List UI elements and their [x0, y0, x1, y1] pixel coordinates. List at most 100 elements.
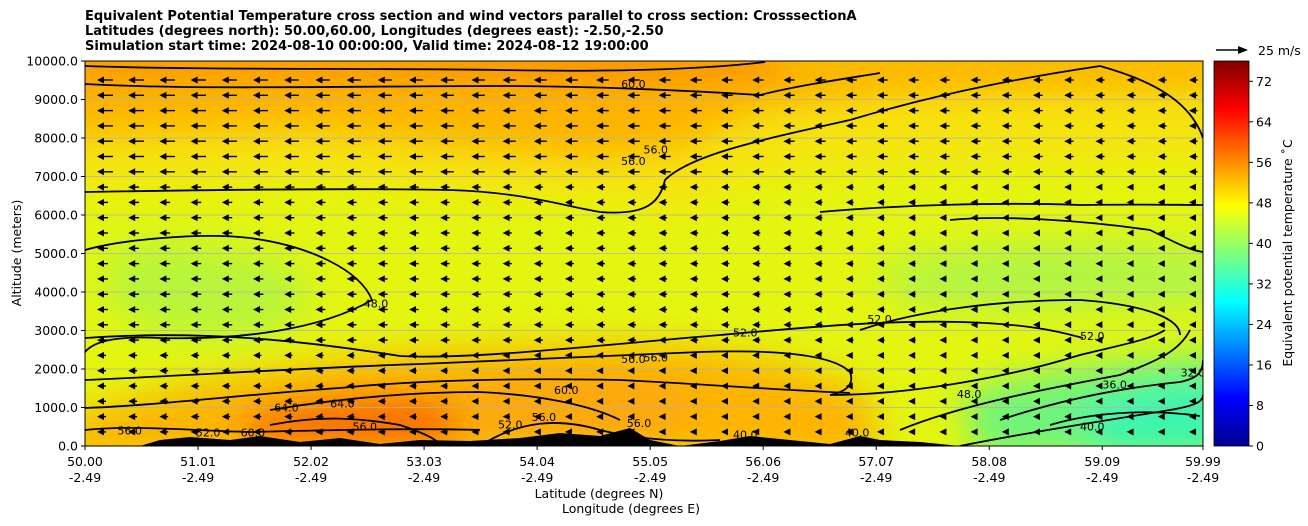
wind-vector — [1189, 336, 1196, 344]
wind-vector — [190, 91, 206, 99]
wind-vector — [596, 183, 605, 191]
y-tick-label: 10000.0 — [26, 54, 78, 69]
wind-vector — [1189, 214, 1196, 222]
wind-vector — [845, 397, 853, 405]
wind-vector — [1157, 275, 1165, 283]
wind-vector — [689, 76, 702, 84]
wind-vector — [658, 382, 666, 390]
wind-vector — [1126, 397, 1134, 405]
wind-vector — [565, 214, 574, 222]
x-tick-label-lat: 54.04 — [519, 454, 555, 469]
wind-vector — [253, 260, 264, 268]
wind-vector — [221, 382, 231, 390]
wind-vector — [1126, 413, 1134, 421]
wind-vector — [1126, 183, 1134, 191]
contour-44-right — [949, 217, 1203, 253]
wind-vector — [128, 397, 138, 405]
wind-vector — [190, 137, 206, 145]
wind-vector — [409, 306, 419, 313]
wind-vector — [689, 137, 702, 145]
wind-vector — [440, 168, 454, 176]
wind-vector — [1157, 244, 1165, 252]
wind-vector — [752, 153, 764, 160]
contour-44-low — [899, 329, 1191, 431]
wind-vector — [502, 382, 510, 390]
wind-vector — [1001, 351, 1009, 359]
wind-vector — [502, 107, 516, 115]
wind-vector — [939, 321, 947, 329]
wind-vector — [1126, 122, 1136, 130]
wind-vector — [471, 183, 481, 191]
chart-title-line-1: Equivalent Potential Temperature cross s… — [85, 9, 857, 24]
wind-vector — [814, 214, 823, 222]
wind-vector — [752, 198, 761, 206]
wind-vector — [471, 397, 479, 405]
wind-vector — [845, 336, 854, 344]
wind-vector — [908, 321, 916, 329]
wind-vector — [1189, 367, 1196, 375]
wind-vector — [752, 107, 764, 115]
wind-vector — [190, 336, 202, 344]
wind-vector — [284, 137, 299, 145]
wind-vector — [1033, 260, 1040, 268]
contour-64-low — [269, 417, 441, 446]
wind-vector — [596, 214, 605, 222]
wind-vector — [1095, 137, 1105, 145]
wind-vector — [689, 260, 699, 268]
wind-vector — [1033, 153, 1043, 160]
wind-vector — [721, 321, 730, 329]
wind-vector — [1157, 382, 1165, 390]
wind-vector — [689, 382, 697, 390]
wind-vector — [502, 428, 510, 436]
wind-vector — [409, 397, 417, 405]
wind-vector — [1095, 397, 1103, 405]
wind-vector — [533, 397, 541, 405]
wind-vector — [908, 137, 919, 145]
wind-vector — [721, 122, 733, 130]
wind-vector — [752, 76, 764, 84]
wind-vector — [814, 244, 823, 252]
y-tick-label: 5000.0 — [34, 246, 78, 261]
wind-vector — [1064, 229, 1072, 237]
wind-vector — [1064, 244, 1072, 252]
wind-vector — [658, 428, 666, 436]
wind-vector — [315, 321, 326, 329]
wind-vector — [908, 428, 916, 436]
wind-vector — [596, 367, 604, 375]
wind-vector — [1189, 168, 1198, 176]
wind-vector — [721, 229, 730, 237]
wind-vector — [814, 107, 826, 115]
wind-vector — [377, 91, 392, 99]
wind-vector — [533, 428, 541, 436]
wind-vector — [440, 91, 454, 99]
wind-vector — [97, 321, 108, 329]
wind-vector — [1095, 367, 1103, 375]
wind-vector — [190, 321, 202, 329]
wind-vector — [471, 367, 479, 375]
wind-vector — [939, 91, 950, 99]
wind-vector — [315, 260, 326, 268]
wind-vector — [752, 168, 764, 176]
wind-vector — [533, 367, 541, 375]
wind-vector — [565, 153, 578, 160]
wind-vector — [502, 413, 510, 421]
wind-vector — [970, 214, 978, 222]
wind-vector — [565, 321, 574, 329]
wind-vector — [627, 336, 637, 344]
wind-vector — [627, 168, 640, 176]
wind-vector — [377, 260, 388, 268]
wind-vector — [845, 290, 854, 298]
wind-vector — [346, 229, 357, 237]
wind-vector — [596, 122, 609, 130]
wind-vector — [440, 122, 454, 130]
wind-vector — [315, 413, 324, 421]
wind-vector — [814, 183, 823, 191]
wind-vector — [845, 260, 854, 268]
wind-vector — [877, 382, 884, 390]
wind-vector — [970, 275, 978, 283]
wind-vector — [1001, 290, 1009, 298]
wind-vector — [128, 91, 144, 99]
colorbar-tick-label: 40 — [1256, 236, 1272, 251]
wind-vector — [159, 367, 169, 375]
